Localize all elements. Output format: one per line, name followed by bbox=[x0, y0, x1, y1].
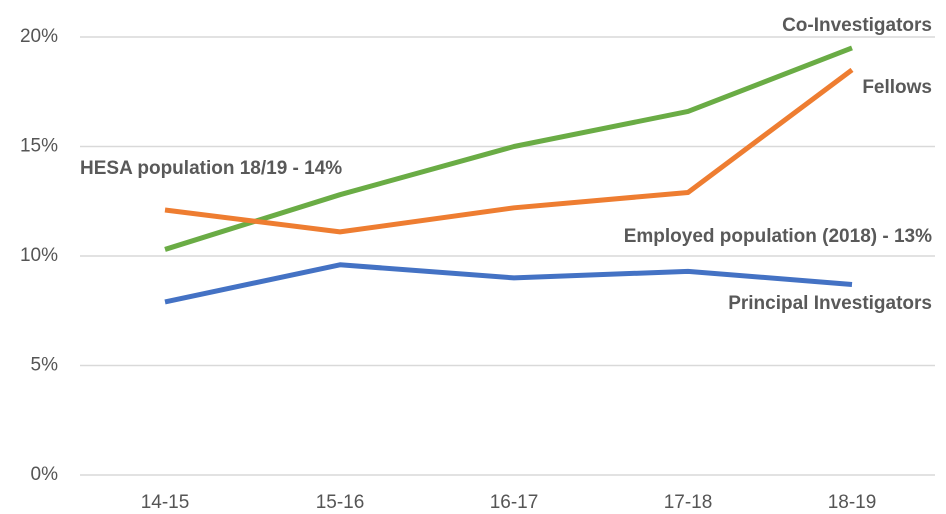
y-tick-label: 5% bbox=[31, 355, 59, 376]
series-label: Fellows bbox=[862, 77, 932, 98]
x-tick-label: 15-16 bbox=[316, 492, 365, 513]
x-tick-label: 14-15 bbox=[141, 492, 190, 513]
y-tick-label: 15% bbox=[20, 136, 58, 157]
series-line bbox=[164, 45, 853, 252]
x-tick-label: 18-19 bbox=[828, 492, 877, 513]
y-tick-label: 20% bbox=[20, 26, 58, 47]
series-label: Co-Investigators bbox=[782, 15, 932, 36]
x-tick-label: 16-17 bbox=[490, 492, 539, 513]
annotation: Employed population (2018) - 13% bbox=[624, 226, 932, 247]
series-line bbox=[164, 67, 854, 235]
y-tick-label: 10% bbox=[20, 245, 58, 266]
y-tick-label: 0% bbox=[31, 464, 59, 485]
annotation: HESA population 18/19 - 14% bbox=[80, 158, 342, 179]
x-tick-label: 17-18 bbox=[664, 492, 713, 513]
series-line bbox=[164, 262, 853, 305]
series-label: Principal Investigators bbox=[728, 293, 932, 314]
